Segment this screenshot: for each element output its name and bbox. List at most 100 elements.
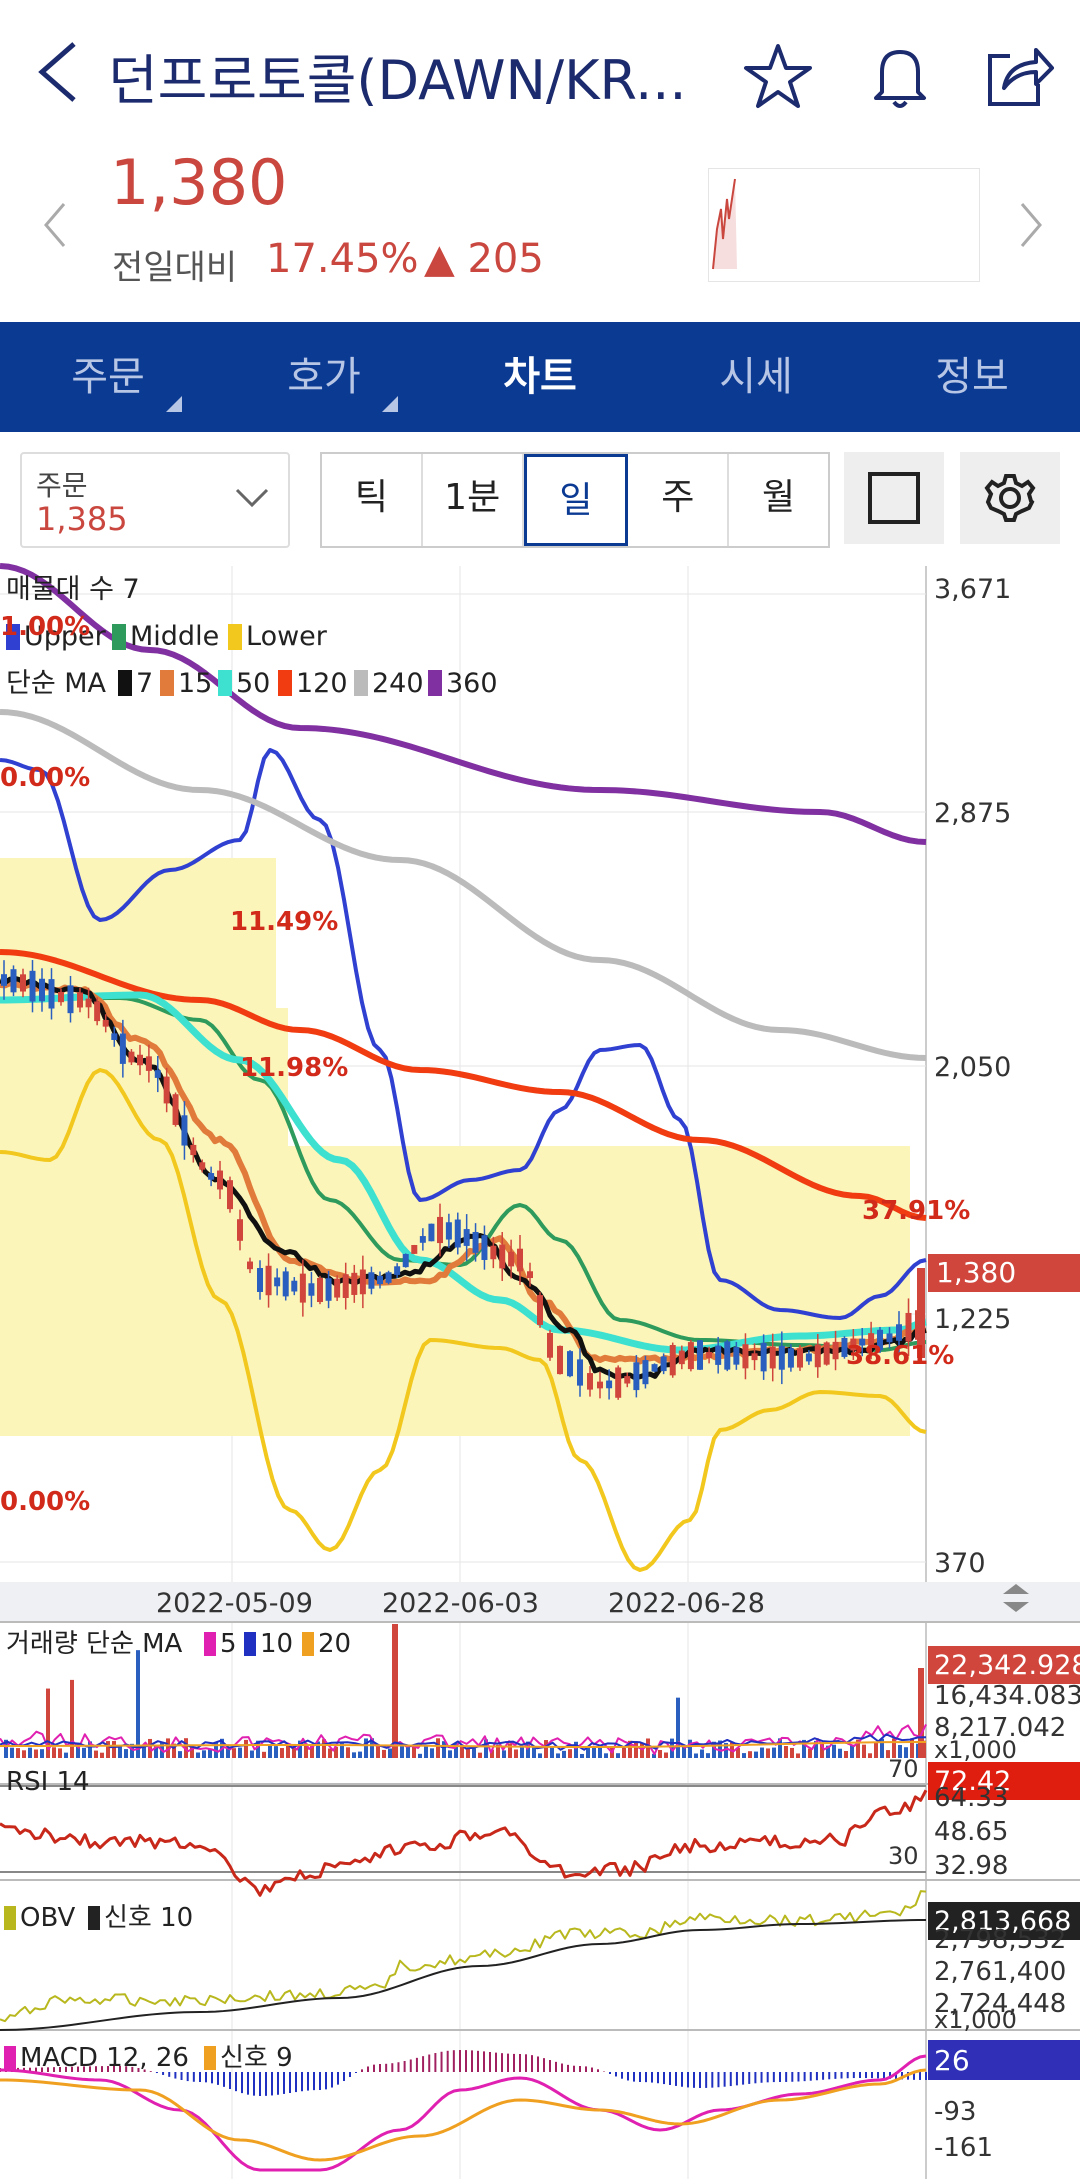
- volume-bar: [772, 1747, 776, 1758]
- candle-body-latest: [917, 1268, 925, 1358]
- volume-bar: [430, 1748, 434, 1758]
- volume-bar: [880, 1738, 884, 1758]
- fib-level-label: 11.49%: [230, 907, 338, 937]
- star-icon[interactable]: [740, 38, 816, 114]
- volume-bar: [460, 1744, 464, 1758]
- candle-body: [587, 1373, 593, 1390]
- volume-tick: 16,434.083: [934, 1681, 1080, 1711]
- tab-price-history[interactable]: 시세: [648, 322, 864, 432]
- volume-bar: [376, 1744, 380, 1758]
- period-tick-button[interactable]: 틱: [322, 454, 423, 546]
- change-value: ▲ 205: [424, 236, 544, 282]
- candle-body: [896, 1324, 902, 1341]
- candle-body: [463, 1229, 470, 1246]
- prev-item-chevron-left-icon[interactable]: [40, 200, 70, 250]
- candle-body: [119, 1033, 126, 1064]
- volume-ma-swatch: [302, 1632, 314, 1656]
- drawing-tool-button[interactable]: [844, 452, 944, 544]
- volume-bar: [400, 1745, 404, 1758]
- candle-body: [10, 969, 17, 993]
- candle-body: [877, 1329, 883, 1351]
- volume-bar: [868, 1753, 872, 1758]
- order-price-select[interactable]: [20, 452, 290, 548]
- volume-bar: [790, 1747, 794, 1758]
- volume-bar: [118, 1745, 122, 1758]
- candle-body: [282, 1271, 289, 1297]
- volume-bar: [232, 1748, 236, 1758]
- candle-body: [769, 1346, 776, 1369]
- tab-order[interactable]: 주문: [0, 322, 216, 432]
- fib-level-label: 38.61%: [846, 1341, 954, 1371]
- chart-settings-button[interactable]: [960, 452, 1060, 544]
- volume-bar: [466, 1748, 470, 1758]
- volume-bar: [70, 1679, 74, 1758]
- period-week-button[interactable]: 주: [628, 454, 730, 546]
- volume-bar: [124, 1749, 128, 1758]
- volume-bar: [688, 1739, 692, 1758]
- volume-bar: [850, 1744, 854, 1758]
- bollinger-middle-line: [0, 996, 927, 1352]
- volume-bar: [46, 1688, 50, 1758]
- volume-bar-latest: [918, 1668, 924, 1758]
- candle-body: [317, 1277, 323, 1303]
- volume-bar: [286, 1744, 290, 1758]
- candle-body: [751, 1353, 758, 1361]
- period-day-button[interactable]: 일: [523, 454, 629, 546]
- candle-body: [385, 1272, 392, 1283]
- bollinger-legend-swatch: [228, 624, 242, 650]
- candle-body: [77, 992, 83, 1008]
- bollinger-upper-line: [0, 748, 927, 1320]
- volume-bar: [208, 1749, 212, 1758]
- volume-bar: [568, 1749, 572, 1758]
- candle-body: [39, 978, 45, 1002]
- volume-current-tag-bg: [928, 1646, 1080, 1684]
- tab-chart[interactable]: 차트: [432, 322, 648, 432]
- volume-bar: [94, 1750, 98, 1758]
- bell-icon[interactable]: [862, 38, 938, 114]
- volume-bar: [712, 1741, 716, 1758]
- candle-body: [111, 1033, 118, 1040]
- volume-bar: [676, 1697, 680, 1758]
- fib-level-label: 1.00%: [0, 612, 90, 642]
- volume-bar: [742, 1753, 746, 1758]
- price-chart-area[interactable]: 매물대 수 7 Upper Middle Lower 단순 MA 7 15 50 120 240 3…: [0, 563, 1080, 2179]
- volume-bar: [28, 1747, 32, 1758]
- share-icon[interactable]: [980, 38, 1056, 114]
- volume-bar: [52, 1747, 56, 1758]
- date-axis-bg: [0, 1582, 1080, 1622]
- bollinger-lower-line: [0, 1068, 927, 1572]
- order-price-value: 1,385: [36, 500, 128, 538]
- indicator-panels: [0, 1624, 928, 2172]
- volume-bar: [622, 1747, 626, 1758]
- candle-body: [859, 1338, 866, 1346]
- square-icon: [868, 472, 920, 524]
- current-price-tag: 1,380: [936, 1256, 1016, 1289]
- volume-bar: [586, 1747, 590, 1758]
- candle-body: [760, 1342, 767, 1372]
- next-item-chevron-right-icon[interactable]: [1016, 200, 1046, 250]
- ma-legend-label: 50: [236, 668, 270, 699]
- tab-bar: 주문 호가 차트 시세 정보: [0, 322, 1080, 432]
- period-month-button[interactable]: 월: [762, 477, 796, 518]
- candle-body: [527, 1271, 533, 1279]
- volume-bar: [856, 1739, 860, 1758]
- volume-bar: [196, 1752, 200, 1758]
- macd-tick: -93: [934, 2097, 976, 2127]
- volume-bar: [814, 1740, 818, 1758]
- volume-bar: [544, 1740, 548, 1758]
- back-chevron-left-icon[interactable]: [34, 40, 84, 104]
- tab-info[interactable]: 정보: [864, 322, 1080, 432]
- candle-body: [537, 1295, 543, 1325]
- tab-orderbook[interactable]: 호가: [216, 322, 432, 432]
- candle-body: [181, 1115, 188, 1146]
- rsi-tick: 32.98: [934, 1851, 1008, 1881]
- volume-bar: [682, 1746, 686, 1758]
- x-axis-date: 2022-06-28: [608, 1588, 765, 1619]
- period-1min-button[interactable]: 1분: [423, 454, 524, 546]
- candle-body: [265, 1265, 272, 1296]
- candle-body: [850, 1338, 857, 1351]
- period-selector: 틱 1분 일 주 월: [320, 452, 830, 548]
- volume-bar: [556, 1753, 560, 1758]
- obv-tick: 2,761,400: [934, 1957, 1066, 1987]
- volume-bar: [82, 1747, 86, 1758]
